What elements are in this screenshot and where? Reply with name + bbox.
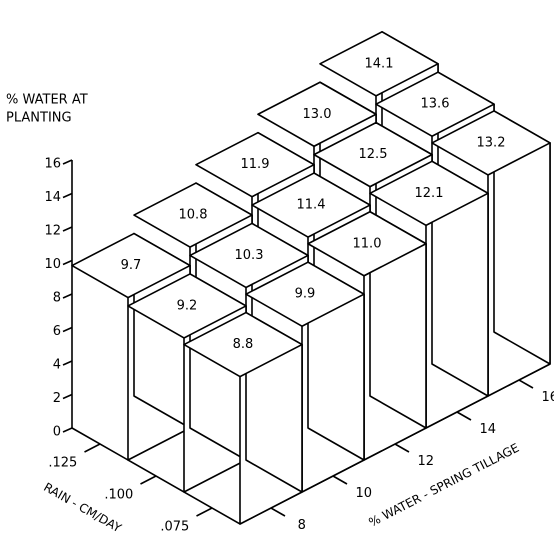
x-tick-label: 10 [356, 486, 373, 501]
z-axis-label: % WATER AT [6, 93, 88, 108]
value-label: 11.0 [353, 236, 382, 251]
value-label: 10.8 [179, 208, 208, 223]
z-tick [62, 427, 73, 433]
x-axis-label: % WATER - SPRING TILLAGE [366, 441, 521, 530]
value-label: 9.7 [121, 258, 142, 273]
z-tick-label: 16 [44, 157, 61, 172]
bar-top [313, 121, 433, 188]
bar-top [71, 232, 191, 299]
z-tick [62, 326, 73, 333]
x-tick [332, 475, 348, 485]
value-label: 13.2 [477, 135, 506, 150]
value-label: 14.1 [365, 56, 394, 71]
x-tick [518, 379, 534, 389]
bar-top [245, 261, 365, 327]
value-label: 9.2 [177, 298, 198, 313]
value-label: 9.9 [295, 287, 316, 302]
y-tick-label: .075 [160, 520, 189, 535]
value-label: 10.3 [235, 248, 264, 263]
y-tick-label: .100 [104, 488, 133, 503]
bar: 9.7 [71, 232, 191, 461]
value-label: 12.1 [415, 186, 444, 201]
x-tick [394, 443, 410, 453]
z-tick-label: 10 [44, 257, 61, 272]
z-tick [62, 393, 73, 400]
bar: 9.9 [245, 261, 365, 493]
y-tick [84, 443, 101, 453]
value-label: 11.9 [241, 157, 270, 172]
bar-top [251, 172, 371, 238]
y-tick-label: .125 [48, 456, 77, 471]
bar-top [183, 311, 303, 378]
z-tick-label: 2 [53, 391, 61, 406]
z-tick-label: 4 [53, 358, 61, 373]
bar-top [133, 182, 253, 248]
x-tick-label: 12 [418, 454, 435, 469]
y-tick [140, 475, 157, 485]
value-label: 12.5 [359, 147, 388, 162]
z-tick [62, 159, 73, 165]
x-tick-label: 14 [480, 422, 497, 437]
z-axis-label: PLANTING [6, 111, 72, 126]
bar-top [127, 273, 247, 339]
bar-top [195, 131, 315, 198]
z-tick-label: 8 [53, 291, 61, 306]
z-tick [62, 226, 73, 232]
x-tick [270, 507, 286, 517]
bar: 11.0 [307, 210, 427, 461]
y-tick [196, 507, 213, 517]
value-label: 11.4 [297, 198, 326, 213]
z-tick-label: 6 [53, 324, 61, 339]
z-tick [62, 360, 73, 366]
value-label: 13.6 [421, 97, 450, 112]
x-tick-label: 16 [542, 390, 554, 405]
z-tick [62, 192, 73, 199]
bar-top [189, 222, 309, 289]
value-label: 8.8 [233, 337, 254, 352]
z-tick [62, 293, 73, 299]
value-label: 13.0 [303, 107, 332, 122]
bar-top [369, 160, 489, 227]
z-tick-label: 0 [53, 425, 61, 440]
bar-top [319, 31, 439, 97]
bar-top [307, 210, 427, 277]
bar-top [257, 81, 377, 148]
z-tick [62, 259, 73, 266]
x-tick-label: 8 [298, 518, 306, 533]
bar: 8.8 [183, 311, 303, 525]
bar-top [431, 110, 551, 176]
bar-top [375, 71, 495, 137]
bar: 12.1 [369, 160, 489, 429]
z-tick-label: 12 [44, 224, 61, 239]
z-tick-label: 14 [44, 190, 61, 205]
x-tick [456, 411, 472, 421]
bar: 13.2 [431, 110, 551, 397]
